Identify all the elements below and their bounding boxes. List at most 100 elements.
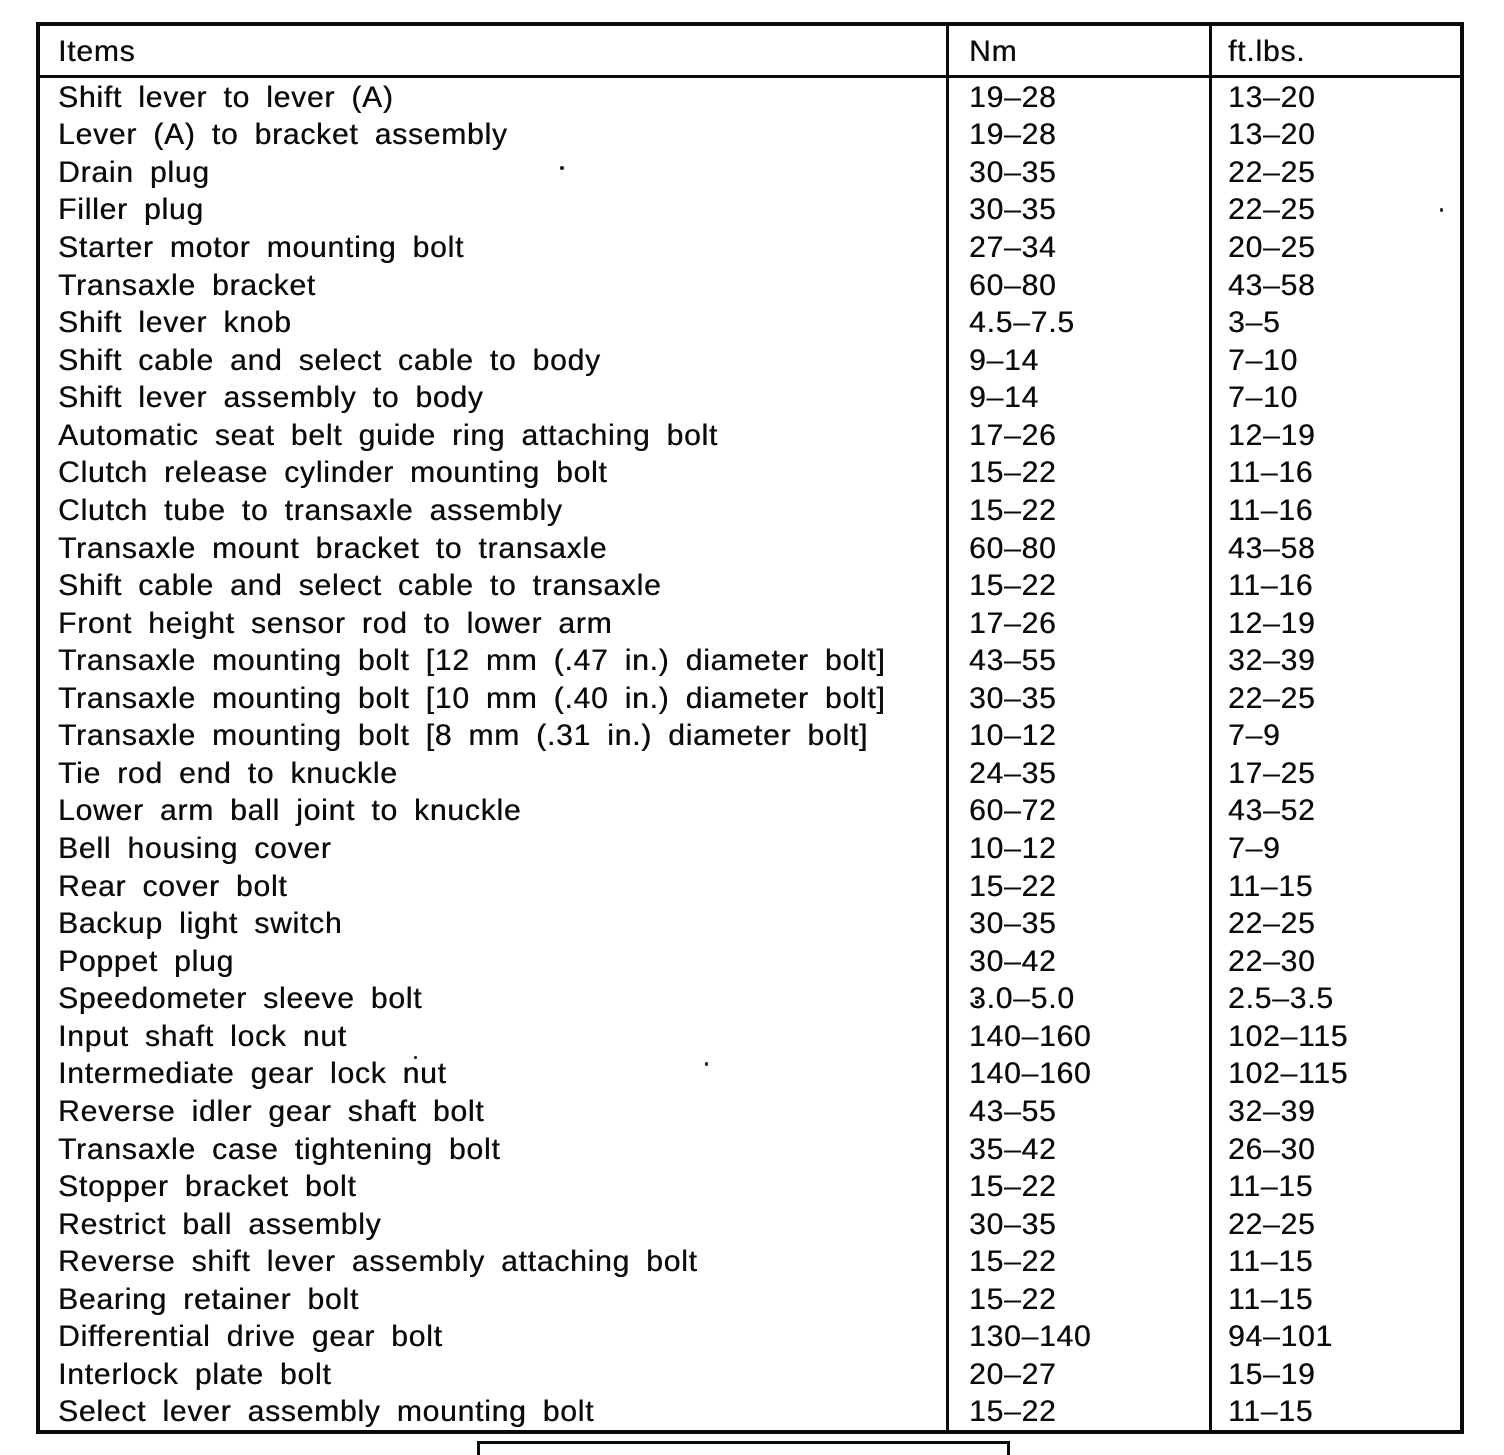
nm-cell: 15–22	[969, 456, 1057, 489]
ftlbs-cell: 43–58	[1228, 531, 1316, 564]
table-row: Reverse idler gear shaft bolt 43–55 32–3…	[40, 1092, 1460, 1130]
nm-cell: 60–72	[969, 794, 1057, 827]
nm-cell: 4.5–7.5	[969, 306, 1075, 339]
table-row: Clutch tube to transaxle assembly 15–22 …	[40, 491, 1460, 529]
table-row: Rear cover bolt 15–22 11–15	[40, 866, 1460, 905]
table-row: Automatic seat belt guide ring attaching…	[40, 416, 1460, 454]
nm-cell: 19–28	[969, 80, 1057, 113]
ftlbs-cell: 26–30	[1228, 1132, 1316, 1165]
item-cell: Intermediate gear lock nut	[58, 1057, 447, 1090]
item-cell: Filler plug	[58, 193, 204, 226]
scan-speck	[414, 1056, 417, 1059]
item-cell: Starter motor mounting bolt	[58, 231, 465, 264]
item-cell: Front height sensor rod to lower arm	[58, 606, 613, 639]
ftlbs-cell: 11–15	[1228, 1170, 1314, 1203]
nm-cell: 9–14	[969, 381, 1039, 414]
table-row: Transaxle mount bracket to transaxle 60–…	[40, 528, 1460, 567]
nm-cell: 130–140	[969, 1320, 1092, 1353]
ftlbs-cell: 13–20	[1228, 80, 1316, 113]
ftlbs-cell: 43–52	[1228, 794, 1316, 827]
table-row: Transaxle case tightening bolt 35–42 26–…	[40, 1129, 1460, 1168]
item-cell: Lever (A) to bracket assembly	[58, 118, 508, 151]
nm-cell: 10–12	[969, 832, 1057, 865]
item-cell: Lower arm ball joint to knuckle	[58, 794, 522, 827]
nm-cell: 24–35	[969, 756, 1057, 789]
ftlbs-cell: 3–5	[1228, 306, 1281, 339]
nm-cell: 9–14	[969, 343, 1039, 376]
column-header-nm: Nm	[969, 34, 1018, 67]
nm-cell: 140–160	[969, 1019, 1092, 1052]
table-row: Shift lever assembly to body 9–14 7–10	[40, 378, 1460, 417]
table-row: Shift cable and select cable to body 9–1…	[40, 340, 1460, 379]
ftlbs-cell: 11–15	[1228, 1395, 1314, 1428]
nm-cell: 140–160	[969, 1057, 1092, 1090]
ftlbs-cell: 22–25	[1228, 907, 1316, 940]
item-cell: Transaxle mount bracket to transaxle	[58, 531, 608, 564]
ftlbs-cell: 20–25	[1228, 231, 1316, 264]
item-cell: Differential drive gear bolt	[58, 1320, 443, 1353]
ftlbs-cell: 7–9	[1228, 832, 1281, 865]
ftlbs-cell: 11–15	[1228, 1282, 1314, 1315]
table-row: Backup light switch 30–35 22–25	[40, 904, 1460, 942]
item-cell: Interlock plate bolt	[58, 1357, 332, 1390]
item-cell: Rear cover bolt	[58, 869, 288, 902]
ftlbs-cell: 17–25	[1228, 756, 1316, 789]
column-header-ftlbs: ft.lbs.	[1228, 34, 1306, 67]
table-row: Differential drive gear bolt 130–140 94–…	[40, 1317, 1460, 1356]
table-row: Transaxle bracket 60–80 43–58	[40, 265, 1460, 304]
table-row: Shift cable and select cable to transaxl…	[40, 566, 1460, 604]
table-row: Starter motor mounting bolt 27–34 20–25	[40, 228, 1460, 266]
item-cell: Backup light switch	[58, 907, 343, 940]
item-cell: Reverse shift lever assembly attaching b…	[58, 1245, 698, 1278]
scan-speck	[560, 166, 564, 170]
ftlbs-cell: 7–9	[1228, 719, 1281, 752]
table-row: Tie rod end to knuckle 24–35 17–25	[40, 754, 1460, 792]
item-cell: Drain plug	[58, 155, 210, 188]
ftlbs-cell: 32–39	[1228, 1094, 1316, 1127]
item-cell: Automatic seat belt guide ring attaching…	[58, 418, 719, 451]
item-cell: Speedometer sleeve bolt	[58, 982, 423, 1015]
nm-cell: 30–35	[969, 193, 1057, 226]
table-row: Select lever assembly mounting bolt 15–2…	[40, 1392, 1460, 1431]
ftlbs-cell: 2.5–3.5	[1228, 982, 1334, 1015]
ftlbs-cell: 22–25	[1228, 681, 1316, 714]
item-cell: Shift lever assembly to body	[58, 381, 484, 414]
ftlbs-cell: 22–25	[1228, 193, 1316, 226]
nm-cell: 43–55	[969, 1094, 1057, 1127]
ftlbs-cell: 11–15	[1228, 869, 1314, 902]
nm-cell: 27–34	[969, 231, 1057, 264]
ftlbs-cell: 12–19	[1228, 606, 1316, 639]
scan-speck	[1440, 208, 1443, 212]
nm-cell: 15–22	[969, 569, 1057, 602]
nm-cell: 30–42	[969, 944, 1057, 977]
table-row: Shift lever knob 4.5–7.5 3–5	[40, 303, 1460, 341]
nm-cell: 15–22	[969, 493, 1057, 526]
partial-box	[477, 1441, 1010, 1455]
item-cell: Transaxle mounting bolt [8 mm (.31 in.) …	[58, 719, 869, 752]
nm-cell: 30–35	[969, 681, 1057, 714]
table-row: Reverse shift lever assembly attaching b…	[40, 1242, 1460, 1280]
ftlbs-cell: 7–10	[1228, 381, 1298, 414]
item-cell: Shift cable and select cable to body	[58, 343, 601, 376]
table-header-row: Items Nm ft.lbs.	[40, 26, 1460, 78]
ftlbs-cell: 11–15	[1228, 1245, 1314, 1278]
item-cell: Shift cable and select cable to transaxl…	[58, 569, 662, 602]
nm-cell: 17–26	[969, 606, 1057, 639]
ftlbs-cell: 22–25	[1228, 155, 1316, 188]
table-row: Bell housing cover 10–12 7–9	[40, 829, 1460, 867]
nm-cell: 35–42	[969, 1132, 1057, 1165]
item-cell: Reverse idler gear shaft bolt	[58, 1094, 485, 1127]
table-row: Lever (A) to bracket assembly 19–28 13–2…	[40, 115, 1460, 154]
scan-speck	[975, 1000, 979, 1004]
ftlbs-cell: 7–10	[1228, 343, 1298, 376]
table-row: Stopper bracket bolt 15–22 11–15	[40, 1167, 1460, 1205]
item-cell: Transaxle bracket	[58, 268, 316, 301]
item-cell: Bearing retainer bolt	[58, 1282, 359, 1315]
ftlbs-cell: 11–16	[1228, 456, 1314, 489]
table-row: Transaxle mounting bolt [8 mm (.31 in.) …	[40, 716, 1460, 755]
nm-cell: 17–26	[969, 418, 1057, 451]
item-cell: Restrict ball assembly	[58, 1207, 382, 1240]
table-row: Drain plug 30–35 22–25	[40, 153, 1460, 191]
table-row: Interlock plate bolt 20–27 15–19	[40, 1355, 1460, 1393]
scan-speck	[705, 1062, 708, 1066]
